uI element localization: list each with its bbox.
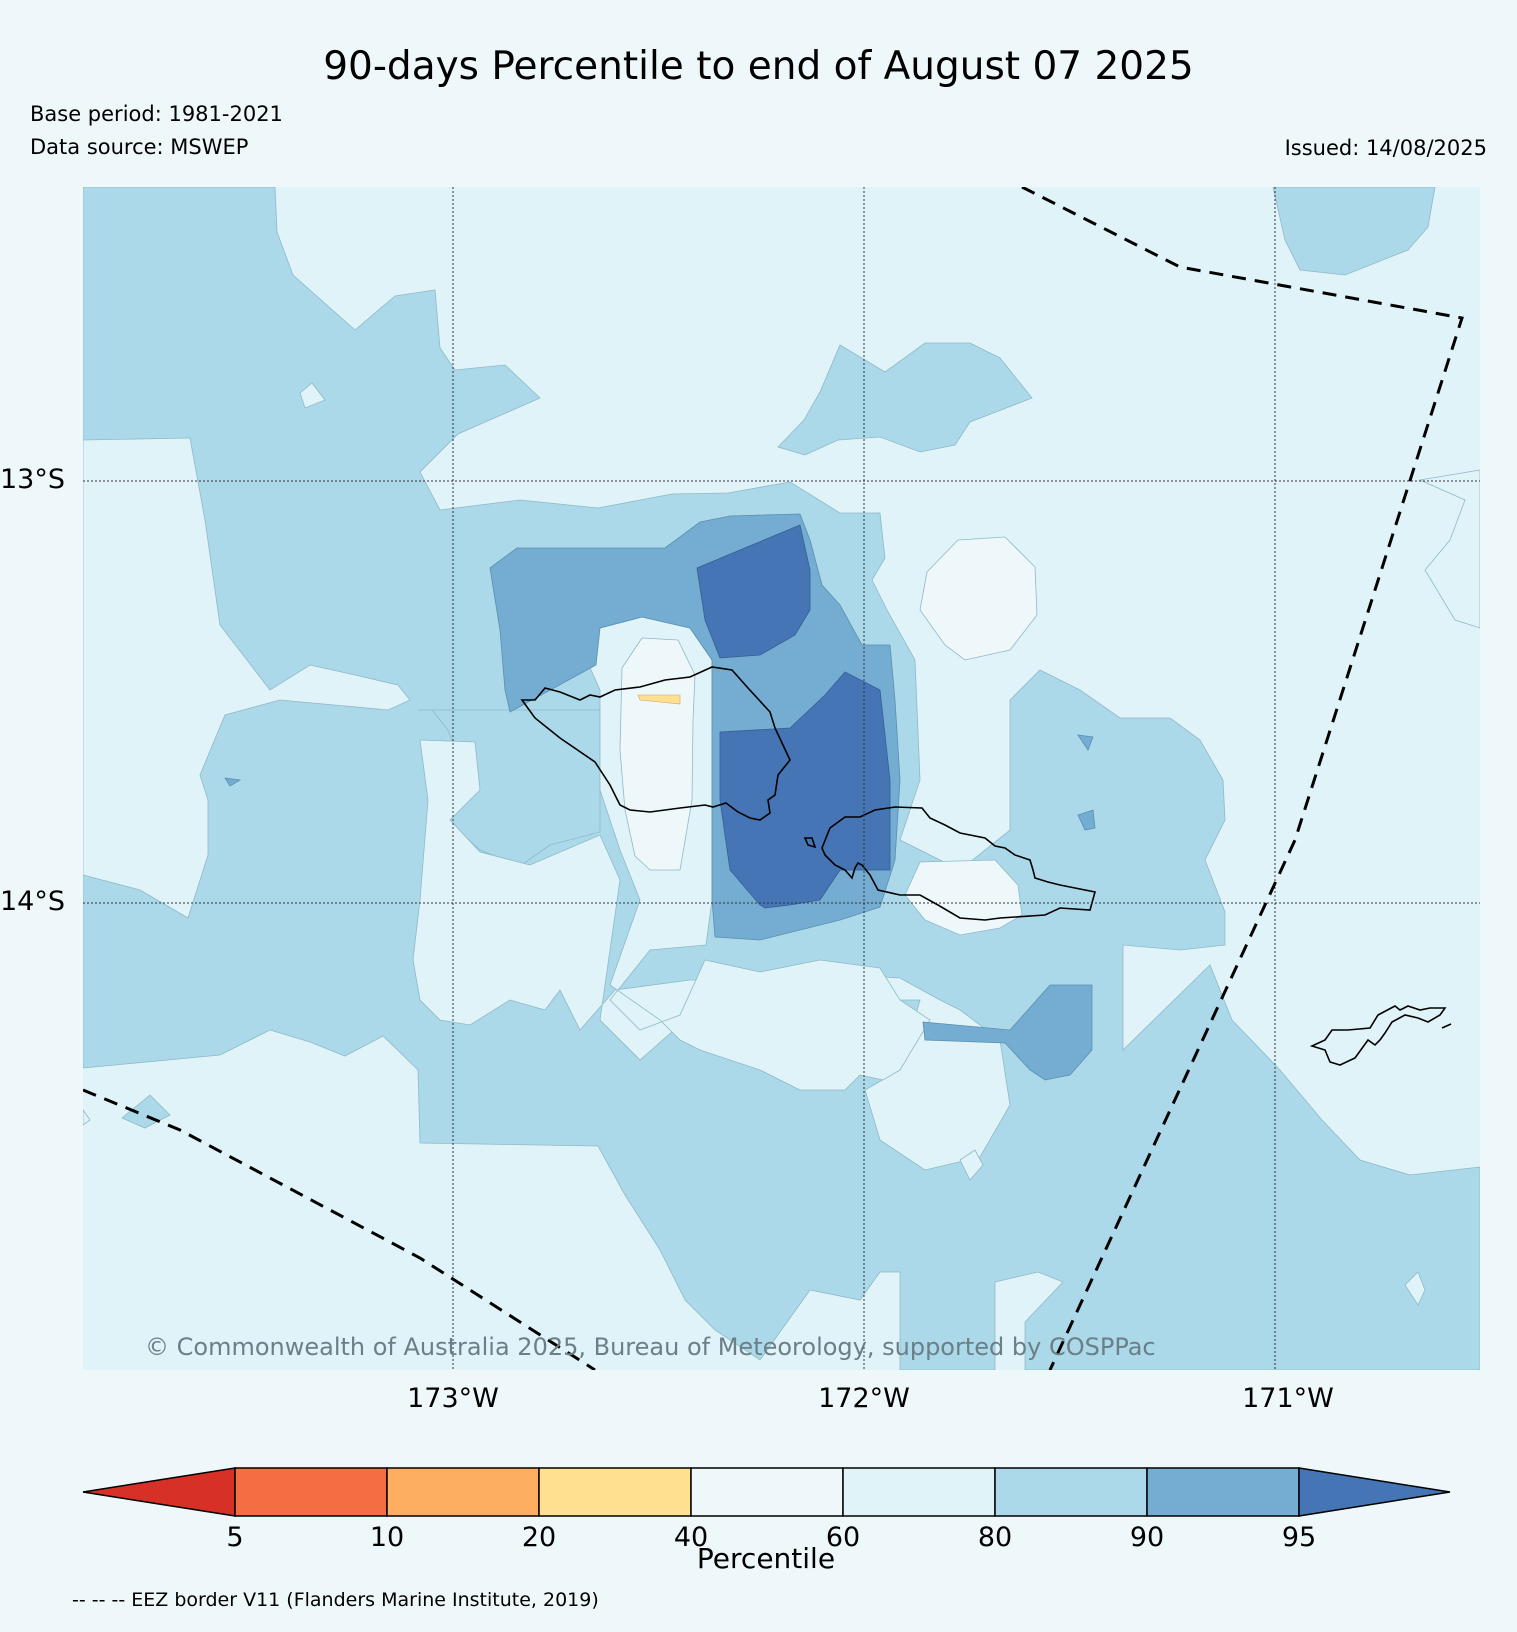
colorbar-extension-low (82, 1467, 236, 1517)
base-period-label: Base period: 1981-2021 (30, 102, 283, 126)
band-60-80-holes (83, 382, 1480, 1306)
eez-borders (83, 187, 1464, 1370)
eez-border-southwest (83, 1088, 596, 1370)
colorbar-extension-high (1298, 1467, 1451, 1517)
colorbar-segment (1146, 1467, 1300, 1517)
colorbar-tick-label: 60 (826, 1522, 860, 1553)
issued-date-label: Issued: 14/08/2025 (1284, 136, 1487, 160)
lon-label-173w: 173°W (407, 1383, 499, 1414)
colorbar-tick-label: 95 (1282, 1522, 1316, 1553)
band-95-plus-regions (696, 524, 891, 909)
savaii-coastline (520, 666, 791, 821)
colorbar-segment (842, 1467, 996, 1517)
aunuu-island (1441, 1023, 1452, 1029)
colorbar-segment (994, 1467, 1148, 1517)
eez-border-east (1021, 187, 1464, 1370)
colorbar-tick-label: 80 (978, 1522, 1012, 1553)
map-plot-area: © Commonwealth of Australia 2025, Bureau… (83, 187, 1480, 1370)
band-20-40-patch (637, 694, 681, 705)
colorbar-segments (82, 1467, 1451, 1517)
colorbar-ticks: 5 10 20 40 60 80 90 95 (226, 1522, 1316, 1553)
map-title: 90-days Percentile to end of August 07 2… (323, 44, 1194, 89)
tutuila-coastline (1309, 1005, 1447, 1066)
colorbar-segment (386, 1467, 540, 1517)
lat-label-13s: 13°S (0, 464, 65, 495)
colorbar-label: Percentile (697, 1542, 835, 1575)
data-source-label: Data source: MSWEP (30, 135, 249, 159)
colorbar-tick-label: 5 (226, 1522, 243, 1553)
lon-label-171w: 171°W (1242, 1383, 1334, 1414)
colorbar-tick-label: 40 (674, 1522, 708, 1553)
lat-label-14s: 14°S (0, 886, 65, 917)
colorbar-segment (690, 1467, 844, 1517)
lon-label-172w: 172°W (818, 1383, 910, 1414)
colorbar-segment (538, 1467, 692, 1517)
manono-island (803, 837, 817, 849)
eez-footnote: -- -- -- EEZ border V11 (Flanders Marine… (72, 1589, 599, 1611)
copyright-notice: © Commonwealth of Australia 2025, Bureau… (145, 1333, 1156, 1361)
percentile-map: © Commonwealth of Australia 2025, Bureau… (0, 187, 1480, 1414)
colorbar-tick-label: 10 (370, 1522, 404, 1553)
coastlines (520, 666, 1452, 1066)
graticule (83, 187, 1480, 1370)
colorbar-segment (234, 1467, 388, 1517)
upolu-coastline (821, 806, 1097, 921)
colorbar-tick-label: 20 (522, 1522, 556, 1553)
colorbar: 5 10 20 40 60 80 90 95 Percentile (82, 1467, 1451, 1575)
colorbar-tick-label: 90 (1130, 1522, 1164, 1553)
